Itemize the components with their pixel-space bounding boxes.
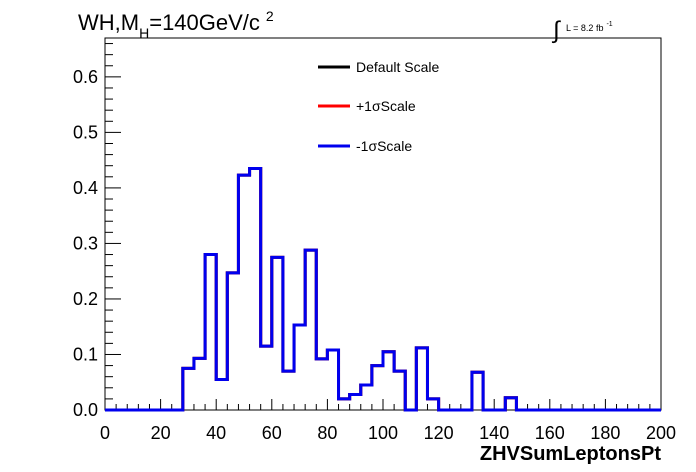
x-tick-label: 100 xyxy=(368,423,398,443)
chart-title: WH,MH=140GeV/c 2 xyxy=(78,8,274,41)
lumi-label: L = 8.2 fb -1 xyxy=(566,21,613,33)
y-tick-label: 0.5 xyxy=(73,122,98,142)
lumi-superscript: -1 xyxy=(606,21,612,28)
legend-label-default: Default Scale xyxy=(356,59,439,75)
lumi-integral: ∫ xyxy=(551,17,561,44)
legend: Default Scale +1σScale -1σScale xyxy=(318,59,439,154)
title-subscript: H xyxy=(139,25,149,41)
x-tick-label: 200 xyxy=(646,423,676,443)
legend-label-plus: +1σScale xyxy=(356,98,416,114)
x-tick-label: 60 xyxy=(262,423,282,443)
x-tick-label: 120 xyxy=(424,423,454,443)
series-line-1 xyxy=(105,166,661,412)
legend-label-minus: -1σScale xyxy=(356,138,412,154)
y-tick-label: 0.4 xyxy=(73,178,98,198)
x-tick-label: 180 xyxy=(590,423,620,443)
x-tick-label: 140 xyxy=(479,423,509,443)
y-tick-label: 0.6 xyxy=(73,67,98,87)
series-line-2 xyxy=(105,166,661,412)
y-tick-label: 0.1 xyxy=(73,344,98,364)
y-tick-label: 0.3 xyxy=(73,233,98,253)
axis-ticks: 0 20 40 60 80 100 120 140 160 180 200 0.0 0.1 0.2 0.3 0… xyxy=(73,43,676,443)
title-superscript: 2 xyxy=(266,8,274,24)
y-tick-label: 0.0 xyxy=(73,400,98,420)
series-line-0 xyxy=(105,166,661,412)
series-group xyxy=(105,166,661,412)
x-tick-label: 160 xyxy=(535,423,565,443)
y-tick-label: 0.2 xyxy=(73,289,98,309)
title-rest: =140GeV/c xyxy=(149,10,260,35)
x-axis-label: ZHVSumLeptonsPt xyxy=(480,443,661,465)
x-tick-label: 20 xyxy=(151,423,171,443)
x-tick-label: 0 xyxy=(100,423,110,443)
x-tick-label: 80 xyxy=(317,423,337,443)
x-tick-label: 40 xyxy=(206,423,226,443)
